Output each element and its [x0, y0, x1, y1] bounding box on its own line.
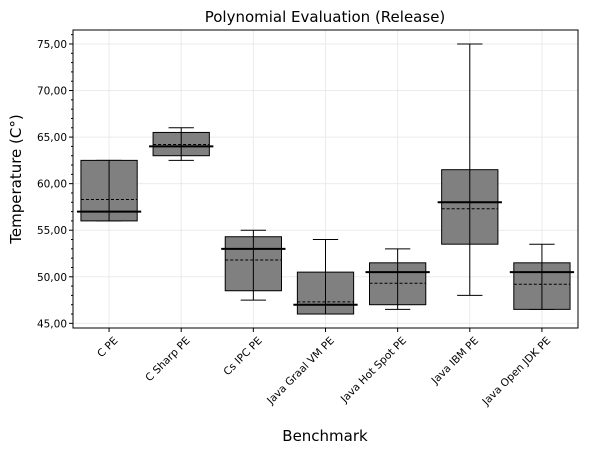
boxes-group: [76, 43, 575, 315]
box-group: [293, 239, 358, 315]
x-tick-label: Java Open JDK PE: [480, 335, 554, 409]
box-group: [76, 159, 142, 222]
chart-title: Polynomial Evaluation (Release): [205, 8, 446, 26]
x-axis: C PE C Sharp PE Cs IPC PE Java Graal VM PE J…: [95, 328, 553, 409]
x-tick-label: C PE: [95, 335, 120, 360]
box-group: [509, 243, 575, 310]
x-tick-label: Cs IPC PE: [221, 335, 264, 378]
y-axis-label: Temperature (C°): [7, 114, 25, 244]
box-group: [149, 127, 214, 161]
y-tick-label: 75,00: [37, 39, 67, 51]
y-tick-label: 50,00: [37, 272, 67, 284]
x-tick-label: Java Hot Spot PE: [338, 335, 409, 406]
x-tick-label: Java Graal VM PE: [264, 335, 337, 408]
box-group: [437, 43, 502, 296]
box-group: [365, 248, 430, 310]
x-tick-label: C Sharp PE: [143, 335, 192, 384]
y-tick-label: 55,00: [37, 225, 67, 237]
box-group: [221, 229, 286, 301]
y-tick-label: 45,00: [37, 318, 67, 330]
y-tick-label: 60,00: [37, 179, 67, 191]
x-tick-label: Java IBM PE: [429, 335, 481, 387]
y-tick-label: 70,00: [37, 86, 67, 98]
x-axis-label: Benchmark: [282, 427, 368, 445]
y-axis: 45,00 50,00 55,00 60,00 65,00 70,00 75,00: [37, 34, 73, 330]
y-tick-label: 65,00: [37, 132, 67, 144]
